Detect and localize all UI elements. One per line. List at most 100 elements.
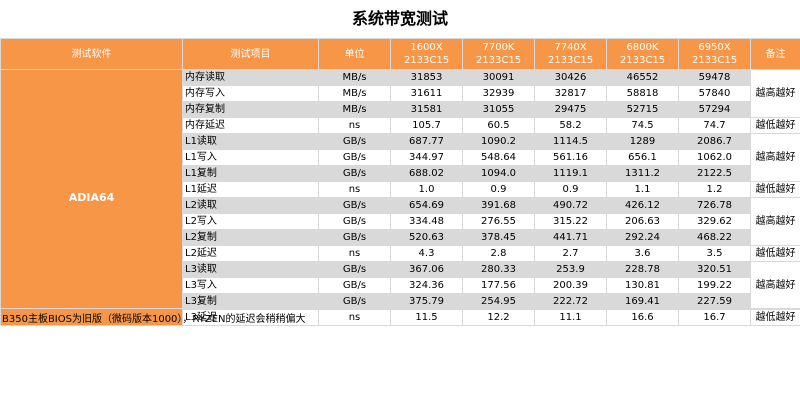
value-cell: 2.8 — [462, 245, 535, 262]
header-cpu-7740x: 7740X 2133C15 — [534, 38, 607, 70]
cpu-name: 7700K — [482, 42, 515, 53]
value-cell: 1090.2 — [462, 133, 535, 150]
unit-cell: GB/s — [318, 229, 391, 246]
item-cell: L2复制 — [182, 229, 319, 246]
unit-cell: ns — [318, 245, 391, 262]
item-cell: 内存复制 — [182, 101, 319, 118]
value-cell: 0.9 — [534, 181, 607, 198]
value-cell: 130.81 — [606, 277, 679, 294]
value-cell: 200.39 — [534, 277, 607, 294]
item-cell: L3写入 — [182, 277, 319, 294]
value-cell: 31853 — [390, 69, 463, 86]
value-cell: 16.6 — [606, 309, 679, 326]
value-cell: 656.1 — [606, 149, 679, 166]
value-cell: 177.56 — [462, 277, 535, 294]
table-row: L3读取 GB/s 367.06 280.33 253.9 228.78 320.51 越高越… — [1, 261, 800, 310]
value-cell: 206.63 — [606, 213, 679, 230]
item-cell: L3读取 — [182, 261, 319, 278]
value-cell: 31581 — [390, 101, 463, 118]
value-cell: 315.22 — [534, 213, 607, 230]
unit-cell: GB/s — [318, 165, 391, 182]
value-cell: 1.2 — [678, 181, 751, 198]
value-cell: 58818 — [606, 85, 679, 102]
value-cell: 0.9 — [462, 181, 535, 198]
value-cell: 32939 — [462, 85, 535, 102]
header-cpu-6950x: 6950X 2133C15 — [678, 38, 751, 70]
cpu-name: 6950X — [698, 42, 731, 53]
header-cpu-6800k: 6800K 2133C15 — [606, 38, 679, 70]
value-cell: 654.69 — [390, 197, 463, 214]
table-row: L3写入 GB/s 324.36 177.56 200.39 130.81 199.22 — [1, 277, 800, 294]
value-cell: 30426 — [534, 69, 607, 86]
cpu-mem: 2133C15 — [547, 55, 594, 66]
unit-cell: MB/s — [318, 101, 391, 118]
table-row: L2读取 GB/s 654.69 391.68 490.72 426.12 726.78 越高… — [1, 197, 800, 246]
item-cell: L1读取 — [182, 133, 319, 150]
note-cell: 越高越好 — [750, 261, 800, 310]
header-note: 备注 — [750, 38, 800, 70]
unit-cell: GB/s — [318, 197, 391, 214]
table-row: L1延迟 ns 1.0 0.9 0.9 1.1 1.2 越低越好 — [1, 181, 800, 198]
bandwidth-table: 测试软件 测试项目 单位 1600X 2133C15 7700K 2133C15 7… — [0, 38, 800, 326]
value-cell: 280.33 — [462, 261, 535, 278]
value-cell: 276.55 — [462, 213, 535, 230]
value-cell: 1311.2 — [606, 165, 679, 182]
header-row: 测试软件 测试项目 单位 1600X 2133C15 7700K 2133C15 7… — [0, 38, 800, 70]
value-cell: 253.9 — [534, 261, 607, 278]
value-cell: 1119.1 — [534, 165, 607, 182]
value-cell: 74.5 — [606, 117, 679, 134]
value-cell: 59478 — [678, 69, 751, 86]
value-cell: 441.71 — [534, 229, 607, 246]
table-row: L2写入 GB/s 334.48 276.55 315.22 206.63 329.62 — [1, 213, 800, 230]
value-cell: 426.12 — [606, 197, 679, 214]
table-row: 内存复制 MB/s 31581 31055 29475 52715 57294 — [1, 101, 800, 118]
value-cell: 367.06 — [390, 261, 463, 278]
value-cell: 60.5 — [462, 117, 535, 134]
value-cell: 520.63 — [390, 229, 463, 246]
note-cell: 越低越好 — [750, 245, 800, 262]
cpu-name: 6800K — [626, 42, 659, 53]
value-cell: 29475 — [534, 101, 607, 118]
table-row: ADIA64 内存读取 MB/s 31853 30091 30426 46552 59478 越… — [0, 69, 800, 326]
value-cell: 334.48 — [390, 213, 463, 230]
item-cell: L1写入 — [182, 149, 319, 166]
table-row: L1复制 GB/s 688.02 1094.0 1119.1 1311.2 2122.5 — [1, 165, 800, 182]
unit-cell: GB/s — [318, 277, 391, 294]
value-cell: 74.7 — [678, 117, 751, 134]
header-cpu-1600x: 1600X 2133C15 — [390, 38, 463, 70]
value-cell: 688.02 — [390, 165, 463, 182]
header-unit: 单位 — [318, 38, 391, 70]
unit-cell: GB/s — [318, 133, 391, 150]
value-cell: 490.72 — [534, 197, 607, 214]
item-cell: 内存延迟 — [182, 117, 319, 134]
value-cell: 561.16 — [534, 149, 607, 166]
item-cell: L1复制 — [182, 165, 319, 182]
note-cell: 越高越好 — [750, 197, 800, 246]
unit-cell: MB/s — [318, 85, 391, 102]
cpu-name: 1600X — [410, 42, 443, 53]
value-cell: 1062.0 — [678, 149, 751, 166]
value-cell: 12.2 — [462, 309, 535, 326]
value-cell: 222.72 — [534, 293, 607, 310]
note-cell: 越低越好 — [750, 309, 800, 326]
value-cell: 726.78 — [678, 197, 751, 214]
table-body: ADIA64 内存读取 MB/s 31853 30091 30426 46552 59478 越… — [0, 69, 800, 326]
footnote-area: B350主板BIOS为旧版（微码版本1000），RYZEN的延迟会稍稍偏大 — [0, 308, 800, 400]
cpu-mem: 2133C15 — [475, 55, 522, 66]
header-cpu-7700k: 7700K 2133C15 — [462, 38, 535, 70]
unit-cell: GB/s — [318, 213, 391, 230]
value-cell: 468.22 — [678, 229, 751, 246]
value-cell: 11.1 — [534, 309, 607, 326]
value-cell: 58.2 — [534, 117, 607, 134]
value-cell: 32817 — [534, 85, 607, 102]
value-cell: 105.7 — [390, 117, 463, 134]
value-cell: 199.22 — [678, 277, 751, 294]
unit-cell: ns — [318, 309, 391, 326]
unit-cell: GB/s — [318, 261, 391, 278]
unit-cell: GB/s — [318, 149, 391, 166]
value-cell: 1114.5 — [534, 133, 607, 150]
value-cell: 16.7 — [678, 309, 751, 326]
item-cell: L3延迟 — [182, 309, 319, 326]
value-cell: 30091 — [462, 69, 535, 86]
value-cell: 1094.0 — [462, 165, 535, 182]
